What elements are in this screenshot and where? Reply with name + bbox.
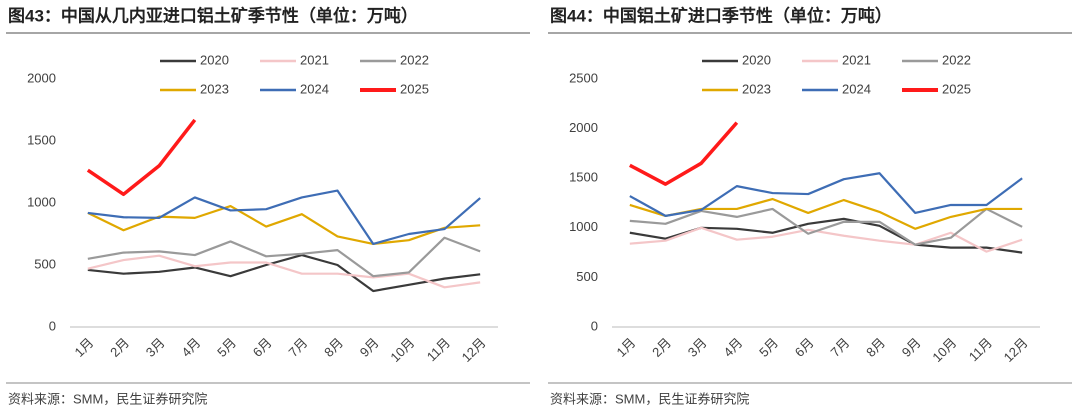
series-line (629, 121, 739, 186)
y-tick-label: 500 (576, 269, 598, 284)
series-line (629, 226, 1023, 253)
x-tick-label: 12月 (1001, 335, 1031, 365)
legend-label: 2023 (200, 81, 229, 96)
y-tick-label: 1000 (569, 219, 598, 234)
x-tick-label: 5月 (214, 335, 239, 360)
y-tick-label: 2000 (569, 120, 598, 135)
x-tick-label: 8月 (321, 335, 346, 360)
y-tick-label: 1000 (27, 194, 56, 209)
legend-label: 2020 (742, 52, 771, 67)
series-line (629, 172, 1023, 217)
x-tick-label: 6月 (250, 335, 275, 360)
x-tick-label: 4月 (178, 335, 203, 360)
y-tick-label: 2000 (27, 70, 56, 85)
legend-label: 2022 (400, 52, 429, 67)
chart-title: 图43：中国从几内亚进口铝土矿季节性（单位：万吨） (8, 5, 418, 25)
x-tick-label: 11月 (424, 335, 453, 364)
legend-label: 2025 (400, 81, 429, 96)
series-line (629, 197, 1023, 230)
x-tick-label: 1月 (71, 335, 96, 360)
x-tick-label: 9月 (899, 335, 924, 360)
y-tick-label: 0 (591, 318, 598, 333)
series-line (87, 189, 481, 246)
x-tick-label: 3月 (143, 335, 168, 360)
x-tick-label: 4月 (720, 335, 745, 360)
chart-title: 图44：中国铝土矿进口季节性（单位：万吨） (550, 5, 892, 25)
source-note: 资料来源：SMM，民生证券研究院 (8, 391, 207, 406)
y-tick-label: 1500 (569, 170, 598, 185)
series-line (87, 205, 481, 246)
legend-label: 2022 (942, 52, 971, 67)
x-tick-label: 7月 (285, 335, 310, 360)
x-tick-label: 9月 (357, 335, 382, 360)
x-tick-label: 2月 (107, 335, 132, 360)
series-line (87, 254, 481, 289)
x-tick-label: 3月 (685, 335, 710, 360)
x-tick-label: 6月 (792, 335, 817, 360)
legend-label: 2021 (300, 52, 329, 67)
x-tick-label: 2月 (649, 335, 674, 360)
y-tick-label: 500 (34, 256, 56, 271)
x-tick-label: 5月 (756, 335, 781, 360)
y-tick-label: 0 (49, 318, 56, 333)
chart-panel: 图44：中国铝土矿进口季节性（单位：万吨） 资料来源：SMM，民生证券研究院 0 50… (548, 5, 1072, 406)
series-line (87, 236, 481, 278)
series-line (629, 217, 1023, 254)
chart-panel: 图43：中国从几内亚进口铝土矿季节性（单位：万吨） 资料来源：SMM，民生证券研究… (6, 5, 530, 406)
legend-label: 2020 (200, 52, 229, 67)
y-tick-label: 2500 (569, 70, 598, 85)
series-line (629, 207, 1023, 246)
source-note: 资料来源：SMM，民生证券研究院 (550, 391, 749, 406)
x-tick-label: 12月 (459, 335, 489, 365)
x-tick-label: 8月 (863, 335, 888, 360)
y-tick-label: 1500 (27, 132, 56, 147)
x-tick-label: 10月 (387, 335, 417, 365)
series-line (87, 253, 481, 293)
series-line (86, 118, 197, 197)
legend-label: 2023 (742, 81, 771, 96)
x-tick-label: 10月 (929, 335, 959, 365)
legend-label: 2021 (842, 52, 871, 67)
legend-label: 2024 (300, 81, 329, 96)
x-tick-label: 7月 (827, 335, 852, 360)
x-tick-label: 1月 (613, 335, 638, 360)
legend-label: 2024 (842, 81, 871, 96)
legend-label: 2025 (942, 81, 971, 96)
x-tick-label: 11月 (966, 335, 995, 364)
